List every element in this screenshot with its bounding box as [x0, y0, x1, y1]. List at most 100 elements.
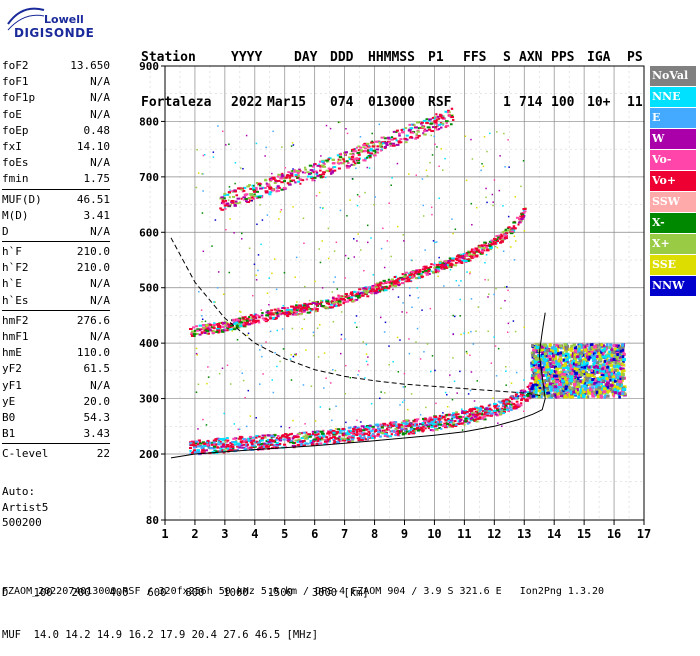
echo-point: [481, 409, 485, 412]
noise-echo: [231, 330, 234, 332]
echo-point: [345, 432, 349, 435]
echo-point: [415, 121, 420, 124]
echo-point: [274, 446, 279, 449]
noise-echo: [255, 274, 257, 277]
echo-point: [260, 437, 265, 440]
echo-point: [404, 277, 408, 280]
echo-point: [361, 429, 366, 432]
spread-echo: [599, 395, 604, 399]
echo-point: [236, 445, 239, 448]
echo-point: [391, 142, 396, 145]
echo-point: [337, 162, 342, 165]
echo-point: [248, 446, 253, 449]
noise-echo: [339, 352, 342, 355]
spread-echo: [575, 380, 579, 384]
x-tick-label: 5: [281, 527, 288, 541]
echo-point: [457, 259, 462, 262]
echo-point: [325, 443, 329, 446]
noise-echo: [493, 179, 496, 181]
muf-value: 46.5: [248, 629, 281, 641]
echo-point: [293, 313, 298, 316]
echo-point: [455, 417, 459, 420]
noise-echo: [318, 248, 321, 250]
echo-point: [523, 207, 527, 210]
spread-echo: [577, 395, 581, 399]
echo-point: [294, 439, 298, 442]
noise-echo: [472, 343, 475, 345]
spread-echo: [586, 387, 590, 391]
x-tick-label: 9: [401, 527, 408, 541]
echo-point: [526, 385, 530, 388]
echo-point: [447, 109, 450, 112]
noise-echo: [271, 379, 274, 381]
echo-point: [518, 221, 521, 224]
echo-point: [219, 447, 222, 450]
spread-echo: [543, 343, 548, 347]
spread-echo: [575, 389, 578, 393]
spread-echo: [616, 378, 620, 382]
spread-echo: [543, 348, 547, 352]
echo-point: [253, 190, 257, 193]
spread-echo: [622, 358, 627, 362]
noise-echo: [334, 369, 337, 372]
echo-point: [368, 432, 371, 435]
echo-point: [444, 110, 448, 113]
echo-point: [379, 435, 382, 438]
echo-point: [284, 309, 287, 312]
echo-point: [418, 269, 422, 272]
distance-unit: [km]: [337, 587, 369, 599]
echo-point: [222, 321, 226, 324]
echo-point: [437, 417, 440, 420]
echo-point: [283, 180, 287, 183]
spread-echo: [607, 358, 612, 362]
echo-point: [439, 262, 442, 265]
echo-point: [335, 297, 338, 300]
echo-point: [443, 422, 448, 425]
noise-echo: [289, 358, 292, 360]
echo-point: [342, 439, 347, 442]
y-tick-label: 80: [146, 514, 159, 527]
noise-echo: [471, 223, 473, 226]
echo-point: [241, 440, 245, 443]
echo-point: [511, 228, 514, 231]
spread-echo: [599, 345, 603, 349]
echo-point: [277, 173, 282, 176]
echo-point: [367, 436, 371, 439]
param-value: N/A: [90, 156, 110, 170]
spread-echo: [555, 382, 558, 386]
header-label-2: DAY: [294, 50, 318, 65]
spread-echo: [593, 372, 596, 376]
echo-point: [443, 264, 446, 267]
noise-echo: [256, 223, 258, 226]
echo-point: [278, 313, 282, 316]
noise-echo: [241, 372, 244, 375]
noise-echo: [486, 150, 488, 153]
spread-echo: [535, 394, 538, 398]
echo-point: [188, 441, 192, 444]
spread-echo: [531, 353, 535, 357]
spread-echo: [599, 377, 604, 381]
echo-point: [272, 317, 275, 320]
spread-echo: [561, 353, 565, 357]
echo-point: [380, 426, 384, 429]
echo-point: [221, 330, 225, 333]
echo-point: [470, 248, 474, 251]
echo-point: [351, 299, 355, 302]
echo-point: [420, 275, 425, 278]
x-tick-label: 7: [341, 527, 348, 541]
spread-echo: [590, 348, 594, 352]
echo-point: [364, 157, 368, 160]
echo-point: [358, 294, 361, 297]
x-tick-label: 4: [251, 527, 258, 541]
echo-point: [449, 123, 453, 126]
noise-echo: [196, 148, 198, 151]
echo-point: [354, 425, 357, 428]
echo-point: [339, 152, 342, 155]
spread-echo: [552, 386, 556, 390]
noise-echo: [335, 405, 337, 408]
spread-echo: [553, 374, 557, 378]
echo-point: [445, 121, 448, 124]
noise-echo: [467, 332, 470, 334]
noise-echo: [288, 426, 291, 429]
echo-point: [287, 310, 291, 313]
